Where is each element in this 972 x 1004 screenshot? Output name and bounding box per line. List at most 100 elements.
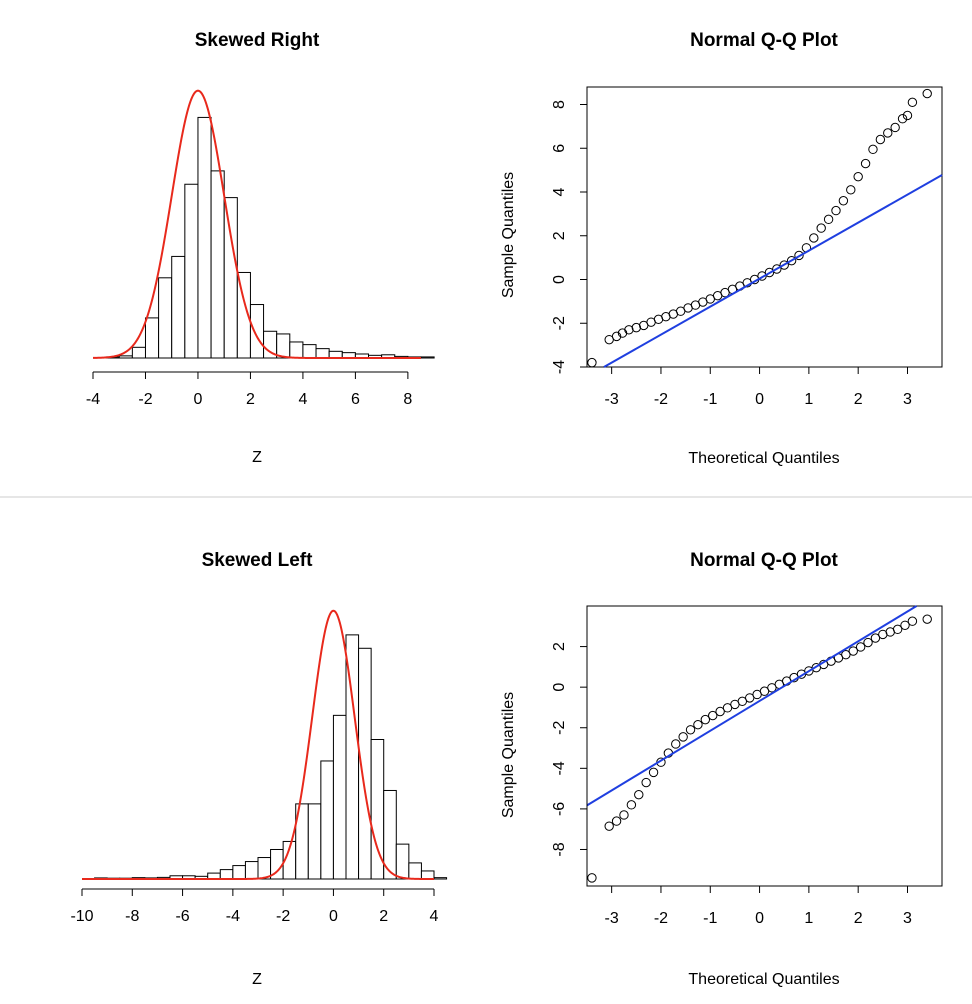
- qq-left-x-tick-label: 0: [755, 910, 764, 927]
- qq-right-point: [868, 144, 878, 155]
- qq-left-point: [611, 816, 622, 826]
- hist-left-bar: [433, 877, 448, 880]
- hist-right-x-tick-label: 2: [246, 391, 255, 408]
- hist-left-bar: [383, 789, 397, 880]
- qq-left-point: [900, 620, 910, 630]
- qq-left-xlabel: Theoretical Quantiles: [688, 971, 839, 988]
- hist-left-x-tick-label: 4: [430, 908, 439, 925]
- qq-left-point: [767, 683, 777, 693]
- qq-right-point: [624, 325, 634, 335]
- hist-right-x-tick-label: 0: [194, 391, 203, 408]
- hist-right-bar: [302, 344, 317, 359]
- hist-left-bar: [219, 869, 234, 880]
- qq-left-ylabel: Sample Quantiles: [500, 692, 517, 818]
- qq-left-point: [907, 616, 918, 626]
- qq-right-point: [587, 357, 597, 368]
- qq-right-point: [853, 171, 863, 182]
- hist-right-bar: [158, 277, 173, 359]
- qq-left-plot-box: [586, 605, 943, 887]
- qq-left-point: [700, 714, 711, 725]
- hist-right-xlabel: Z: [252, 449, 262, 466]
- qq-left-panel: Normal Q-Q Plot -3 -2 -1 0 1 2 3 -8 -6 -4 -2 0 2 The…: [500, 550, 943, 988]
- hist-right-x-tick-label: 8: [403, 391, 412, 408]
- hist-left-panel: Skewed Left -10 -8 -6 -4 -2 0 2 4 Z: [70, 550, 448, 988]
- qq-right-point: [786, 255, 797, 266]
- qq-left-y-tick-label: 2: [551, 642, 568, 651]
- qq-right-point: [897, 114, 908, 124]
- qq-left-point: [759, 686, 770, 696]
- hist-right-bar: [249, 304, 265, 359]
- qq-right-marks: -3 -2 -1 0 1 2 3 -4 -2 0 2 4 6 8: [551, 86, 943, 408]
- qq-left-x-tick-label: -3: [605, 910, 619, 927]
- qq-left-point: [587, 873, 597, 883]
- hist-left-bar: [320, 760, 334, 880]
- qq-right-x-tick-label: 2: [854, 391, 863, 408]
- hist-right-bar: [184, 183, 199, 359]
- qq-left-y-tick-label: 0: [551, 683, 568, 692]
- hist-right-bar: [223, 197, 238, 359]
- hist-right-bar: [276, 333, 291, 359]
- qq-left-point: [848, 646, 858, 656]
- qq-right-point: [631, 322, 642, 333]
- qq-right-point: [902, 110, 913, 121]
- qq-right-y-tick-label: 8: [551, 100, 568, 109]
- qq-left-point: [648, 767, 659, 778]
- hist-right-x-tick-label: 4: [298, 391, 307, 408]
- qq-right-point: [816, 223, 826, 233]
- qq-left-y-tick-label: -2: [551, 721, 568, 735]
- qq-left-point: [722, 703, 733, 713]
- hist-right-bar: [131, 346, 146, 359]
- hist-right-bar: [420, 356, 435, 359]
- qq-right-point: [831, 205, 841, 216]
- qq-left-x-tick-label: -2: [654, 910, 668, 927]
- hist-left-x-tick-label: -10: [70, 908, 93, 925]
- qq-left-point: [855, 642, 866, 652]
- qq-left-point: [619, 810, 629, 820]
- qq-right-point: [794, 250, 804, 261]
- hist-right-bar: [328, 350, 343, 359]
- hist-right-bar: [210, 170, 225, 359]
- qq-right-point: [860, 158, 871, 169]
- qq-right-x-tick-label: 1: [804, 391, 813, 408]
- qq-left-y-tick-label: -6: [551, 802, 568, 816]
- hist-left-title: Skewed Left: [202, 550, 314, 571]
- qq-left-point: [892, 624, 903, 635]
- qq-right-y-tick-label: 4: [551, 187, 568, 196]
- qq-right-point: [838, 196, 849, 206]
- qq-left-point: [634, 789, 644, 800]
- qq-right-title: Normal Q-Q Plot: [690, 30, 838, 51]
- qq-right-point: [764, 267, 775, 278]
- hist-left-bar: [395, 843, 410, 880]
- hist-left-density-curve: [82, 609, 434, 880]
- qq-right-point: [883, 128, 893, 138]
- qq-left-x-tick-label: 2: [854, 910, 863, 927]
- qq-left-x-tick-label: 3: [903, 910, 912, 927]
- qq-right-panel: Normal Q-Q Plot -3 -2 -1 0 1 2 3 -4 -2 0 2 4 6 8 Theo…: [500, 30, 943, 467]
- qq-left-point: [641, 777, 651, 788]
- hist-left-bar: [232, 865, 246, 880]
- hist-left-bar: [307, 803, 322, 880]
- qq-left-point: [841, 649, 851, 660]
- qq-right-point: [757, 271, 767, 281]
- qq-left-point: [737, 696, 748, 707]
- qq-left-point: [626, 800, 637, 810]
- hist-left-x-tick-label: 2: [379, 908, 388, 925]
- hist-right-x-tick-label: -2: [138, 391, 152, 408]
- hist-left-x-tick-label: -2: [276, 908, 290, 925]
- qq-left-y-tick-label: -8: [551, 842, 568, 856]
- hist-right-title: Skewed Right: [195, 30, 320, 51]
- qq-left-marks: -3 -2 -1 0 1 2 3 -8 -6 -4 -2 0 2: [551, 605, 943, 927]
- qq-right-x-tick-label: -2: [654, 391, 668, 408]
- hist-right-bar: [144, 317, 160, 359]
- hist-left-bar: [244, 861, 259, 880]
- qq-right-reference-line: [603, 174, 943, 368]
- qq-left-y-tick-label: -4: [551, 761, 568, 775]
- qq-left-point: [745, 693, 755, 703]
- qq-left-point: [708, 710, 718, 721]
- hist-left-xlabel: Z: [252, 971, 262, 988]
- qq-right-point: [922, 88, 932, 99]
- qq-left-point: [604, 821, 614, 831]
- hist-left-x-tick-label: -4: [226, 908, 240, 925]
